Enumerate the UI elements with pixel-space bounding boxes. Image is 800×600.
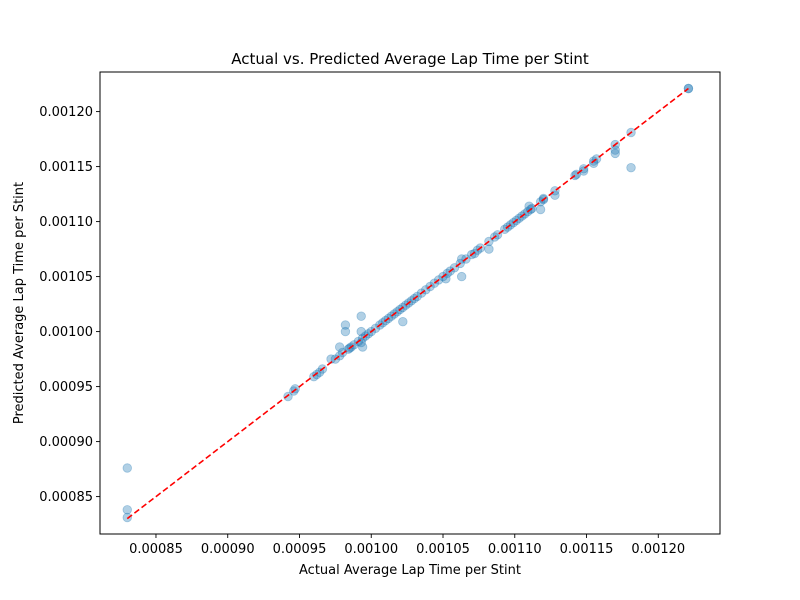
x-tick-label: 0.00120	[631, 542, 685, 557]
data-point	[535, 204, 546, 215]
x-tick-label: 0.00100	[344, 542, 398, 557]
data-point	[589, 158, 599, 169]
data-point	[356, 326, 366, 337]
x-axis-label: Actual Average Lap Time per Stint	[299, 563, 521, 578]
y-tick-label: 0.00105	[39, 270, 93, 285]
y-axis: 0.00085 0.00090 0.00095 0.00100 0.00105 0.001…	[39, 105, 100, 505]
data-point	[122, 463, 132, 473]
reference-line	[126, 87, 689, 520]
data-point	[626, 162, 636, 173]
data-point	[484, 244, 494, 254]
data-point	[337, 347, 348, 358]
data-point	[469, 248, 480, 259]
data-point	[357, 342, 368, 352]
chart-title: Actual vs. Predicted Average Lap Time pe…	[231, 50, 589, 68]
data-point	[122, 512, 132, 523]
data-point	[283, 391, 293, 402]
data-point	[398, 317, 408, 327]
y-tick-label: 0.00085	[39, 490, 93, 505]
data-point	[334, 342, 345, 352]
x-tick-label: 0.00105	[416, 542, 470, 557]
x-tick-label: 0.00095	[273, 542, 327, 557]
data-point	[312, 369, 322, 380]
y-axis-label: Predicted Average Lap Time per Stint	[12, 182, 27, 424]
data-point	[356, 311, 366, 321]
data-point	[610, 145, 620, 155]
y-tick-label: 0.00110	[39, 215, 93, 230]
data-point	[340, 326, 351, 337]
data-point	[122, 505, 132, 515]
y-tick-label: 0.00095	[39, 380, 93, 395]
data-point	[456, 271, 467, 282]
x-tick-label: 0.00090	[201, 542, 255, 557]
x-tick-label: 0.00085	[129, 542, 183, 557]
x-tick-label: 0.00110	[488, 542, 542, 557]
data-point	[538, 193, 549, 204]
y-tick-label: 0.00090	[39, 435, 93, 450]
x-tick-label: 0.00115	[560, 542, 614, 557]
x-axis: 0.00085 0.00090 0.00095 0.00100 0.00105 0.001…	[129, 534, 685, 557]
data-point	[578, 166, 589, 176]
data-point	[610, 148, 620, 159]
plot-area	[122, 83, 694, 523]
y-tick-label: 0.00115	[39, 160, 93, 175]
plot-frame	[99, 71, 721, 535]
y-tick-label: 0.00100	[39, 325, 93, 340]
y-tick-label: 0.00120	[39, 105, 93, 120]
data-point	[340, 320, 351, 330]
